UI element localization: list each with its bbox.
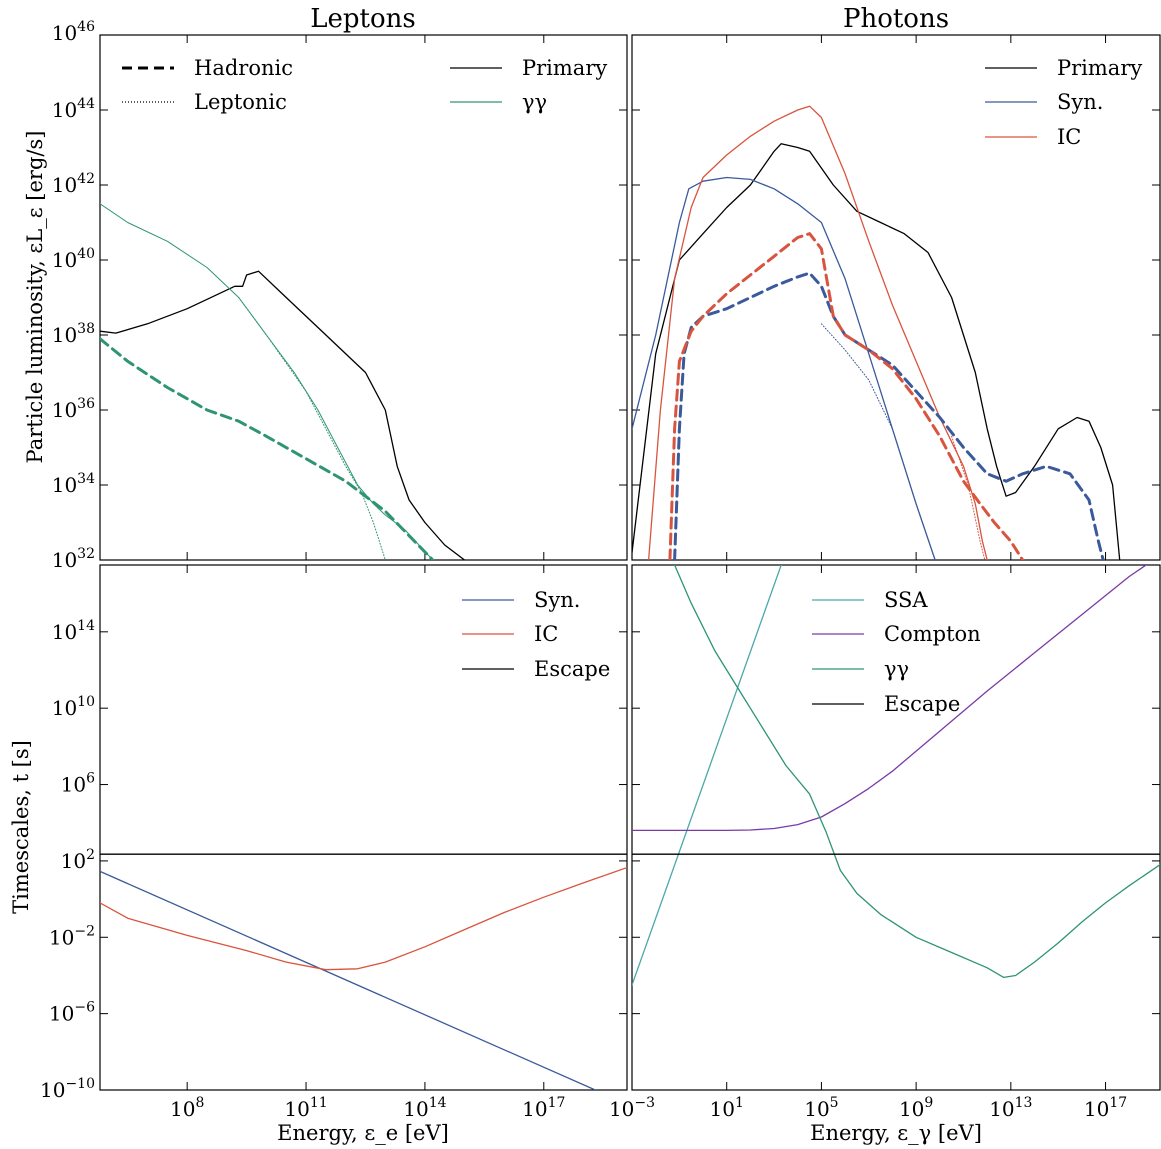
y-tick-label: 1010	[52, 694, 95, 720]
legend-label: SSA	[884, 588, 928, 612]
legend: SSA Compton γγ Escape	[812, 588, 981, 716]
tick-group: 1046 1044 1042 1040 1038 1036 1034 1032	[52, 19, 627, 572]
y-tick-label: 1046	[52, 19, 95, 45]
legend-label: IC	[1057, 125, 1081, 149]
y-tick-label: 1042	[52, 171, 95, 197]
legend-label: Primary	[522, 56, 607, 80]
y-tick-label: 1032	[52, 546, 95, 572]
panel-frame-bottom-right	[631, 564, 1161, 1091]
series-line-γγ	[100, 203, 434, 560]
series-line-primary	[632, 143, 1121, 560]
series-line-ic	[100, 866, 627, 971]
panel-photons-luminosity: Primary Syn. IC	[631, 34, 1161, 561]
y-tick-label: 1014	[52, 618, 95, 644]
x-tick-label: 1017	[1084, 1095, 1127, 1121]
series-group	[100, 203, 466, 560]
series-line-syn-	[632, 176, 936, 560]
legend: Primary Syn. IC	[985, 56, 1142, 149]
x-tick-label: 108	[170, 1095, 204, 1121]
y-tick-label: 106	[61, 771, 95, 797]
panel-frame-top-left	[99, 34, 628, 561]
x-tick-label: 1011	[284, 1095, 327, 1121]
series-group	[632, 565, 1160, 986]
title-leptons: Leptons	[310, 4, 416, 34]
x-tick-label: 109	[899, 1095, 933, 1121]
series-line-syn-	[100, 870, 596, 1090]
legend-label: Syn.	[534, 588, 580, 612]
legend-label: Primary	[1057, 56, 1142, 80]
legend-label: Escape	[534, 657, 610, 681]
tick-group	[631, 34, 1160, 561]
x-tick-label: 1013	[989, 1095, 1032, 1121]
tick-group: 1014 1010 106 102 10−2 10−6 10−10 108 1011 1014 10…	[40, 565, 627, 1121]
legend-label: γγ	[884, 657, 909, 681]
series-line-compton	[632, 565, 1148, 832]
left-x-axis-label: Energy, ε_e [eV]	[277, 1121, 449, 1145]
legend-label: Leptonic	[194, 90, 287, 114]
panel-leptons-luminosity: 1046 1044 1042 1040 1038 1036 1034 1032 Hadroni…	[52, 19, 628, 572]
legend: Hadronic Leptonic Primary γγ	[122, 56, 607, 114]
bottom-y-axis-label: Timescales, t [s]	[9, 740, 33, 914]
y-tick-label: 1036	[52, 396, 95, 422]
y-tick-label: 1040	[52, 246, 95, 272]
series-line-primary	[100, 270, 466, 560]
series-line-γγ	[673, 565, 1160, 979]
x-tick-label: 105	[804, 1095, 838, 1121]
x-tick-label: 1017	[522, 1095, 565, 1121]
panel-frame-top-right	[631, 34, 1161, 561]
series-line-γγ-hadronic	[100, 337, 435, 560]
x-tick-label: 101	[710, 1095, 744, 1121]
title-photons: Photons	[843, 4, 949, 34]
panel-frame-bottom-left	[99, 564, 628, 1091]
legend-label: Hadronic	[194, 56, 293, 80]
legend-label: Escape	[884, 692, 960, 716]
y-tick-label: 10−2	[49, 923, 95, 949]
x-tick-label: 1014	[403, 1095, 446, 1121]
series-line-ssa	[632, 565, 782, 986]
legend: Syn. IC Escape	[462, 588, 610, 681]
panel-photons-timescales: 10−3 101 105 109 1013 1017 SSA Compton γγ Escape	[609, 564, 1161, 1121]
series-group	[100, 853, 627, 1090]
right-x-axis-label: Energy, ε_γ [eV]	[810, 1121, 982, 1145]
legend-label: IC	[534, 622, 558, 646]
y-tick-label: 1038	[52, 321, 95, 347]
y-tick-label: 1034	[52, 471, 95, 497]
panel-leptons-timescales: 1014 1010 106 102 10−2 10−6 10−10 108 1011 1014 10…	[40, 564, 628, 1121]
legend-label: γγ	[522, 90, 547, 114]
series-line-syn-hadronic	[673, 271, 1105, 560]
series-line-γγ-leptonic	[238, 297, 386, 560]
series-group	[632, 105, 1121, 560]
series-line-ic-hadronic	[668, 232, 1025, 560]
x-tick-label: 10−3	[609, 1095, 655, 1121]
legend-label: Compton	[884, 622, 981, 646]
series-line-syn-leptonic	[820, 323, 936, 560]
y-tick-label: 1044	[52, 96, 95, 122]
tick-group: 10−3 101 105 109 1013 1017	[609, 565, 1160, 1121]
series-line-ic	[647, 105, 988, 560]
y-tick-label: 10−6	[49, 1000, 95, 1026]
top-y-axis-label: Particle luminosity, εL_ε [erg/s]	[23, 131, 47, 464]
legend-label: Syn.	[1057, 90, 1103, 114]
y-tick-label: 10−10	[40, 1076, 95, 1102]
y-tick-label: 102	[61, 847, 95, 873]
